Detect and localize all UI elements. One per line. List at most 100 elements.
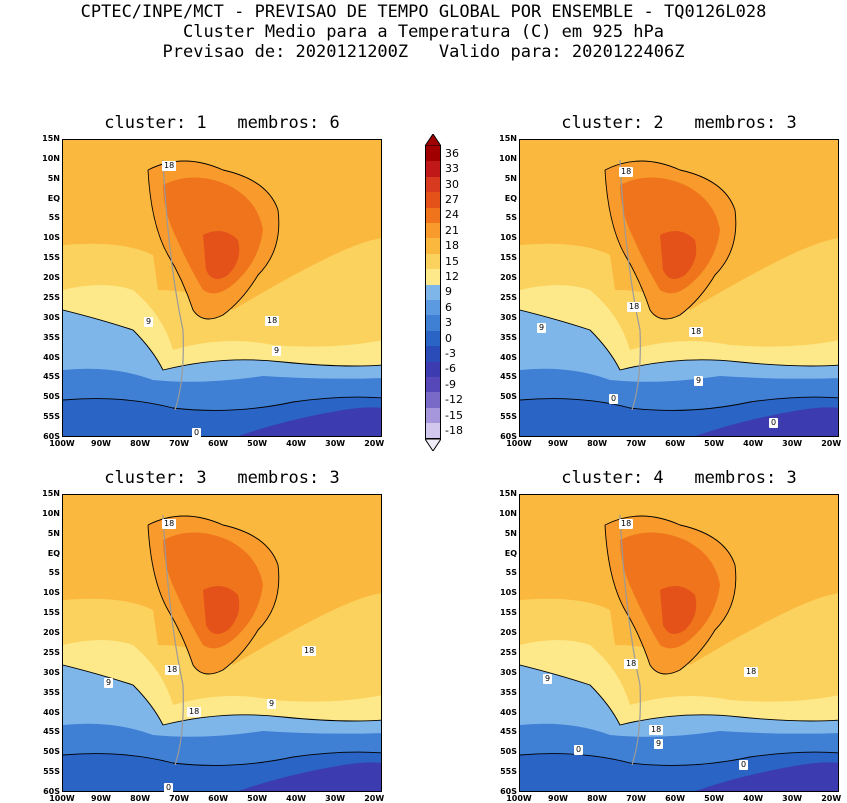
lat-tick-label: 55S — [500, 767, 517, 777]
hot-core-area — [203, 231, 240, 279]
lon-tick-label: 50W — [704, 439, 725, 448]
contour-18 — [147, 515, 280, 675]
lat-tick-label: 15S — [500, 253, 517, 263]
lon-tick-label: 60W — [208, 439, 229, 448]
lat-tick-label: 5S — [48, 568, 60, 578]
panel-title: cluster: 3 membros: 3 — [104, 468, 340, 488]
lon-tick-label: 70W — [169, 794, 190, 803]
legend-level-label: 33 — [445, 162, 459, 176]
coastline — [619, 159, 641, 411]
legend-swatch — [425, 223, 441, 239]
north-band — [520, 495, 838, 540]
legend-level-label: -15 — [445, 408, 463, 422]
panel-title: cluster: 4 membros: 3 — [561, 468, 797, 488]
lon-tick-label: 80W — [130, 794, 151, 803]
lat-tick-label: 10S — [500, 588, 517, 598]
lat-tick-label: 45S — [43, 372, 60, 382]
lat-tick-label: 60S — [500, 432, 517, 441]
lat-tick-label: 10N — [499, 153, 517, 163]
coldest-band — [238, 762, 381, 791]
legend-level-label: 21 — [445, 223, 459, 237]
contour-label: 18 — [302, 646, 317, 656]
lat-tick-label: 60S — [43, 787, 60, 796]
lat-tick-label: 10S — [500, 233, 517, 243]
legend-level-label: 27 — [445, 192, 459, 206]
north-band — [63, 140, 381, 185]
contour-label: 18 — [689, 327, 704, 337]
lat-tick-label: 40S — [500, 707, 517, 717]
lat-tick-label: 20S — [43, 628, 60, 638]
cluster-map — [62, 139, 382, 437]
lon-tick-label: 50W — [247, 439, 268, 448]
contour-label: 18 — [627, 302, 642, 312]
contour-label: 0 — [574, 745, 584, 755]
header-dates: Previsao de: 2020121200Z Valido para: 20… — [162, 42, 685, 62]
lon-tick-label: 20W — [364, 794, 385, 803]
lat-tick-label: EQ — [47, 193, 60, 203]
legend-level-label: 9 — [445, 285, 452, 299]
coldest-band — [695, 762, 838, 791]
lon-tick-label: 100W — [506, 439, 532, 448]
lat-tick-label: 45S — [500, 372, 517, 382]
lon-tick-label: 90W — [548, 794, 568, 803]
contour-label: 18 — [619, 519, 634, 529]
contour-18 — [604, 160, 737, 320]
lon-tick-label: 20W — [821, 794, 842, 803]
cluster-map — [62, 494, 382, 792]
header-title: CPTEC/INPE/MCT - PREVISAO DE TEMPO GLOBA… — [80, 2, 767, 22]
lat-tick-label: 15S — [500, 608, 517, 618]
lat-tick-label: 35S — [43, 687, 60, 697]
lat-tick-label: 10S — [43, 588, 60, 598]
lat-tick-label: 30S — [500, 667, 517, 677]
lon-tick-label: 30W — [782, 439, 803, 448]
lat-tick-label: 20S — [500, 628, 517, 638]
legend-level-label: 15 — [445, 254, 459, 268]
lat-tick-label: 15N — [499, 134, 517, 143]
lat-tick-label: 60S — [500, 787, 517, 796]
lat-tick-label: 5N — [47, 528, 60, 538]
coastline — [619, 514, 641, 766]
contour-label: 9 — [272, 346, 282, 356]
contour-0 — [63, 751, 381, 766]
lat-tick-label: 45S — [43, 727, 60, 737]
contour-label: 18 — [744, 667, 759, 677]
lat-tick-label: 35S — [43, 332, 60, 342]
legend-swatch — [425, 330, 441, 347]
contour-0 — [520, 396, 838, 411]
legend-level-label: 18 — [445, 239, 459, 253]
panel-title: cluster: 1 membros: 6 — [104, 113, 340, 133]
lat-tick-label: 5S — [505, 568, 517, 578]
legend-swatch — [425, 253, 441, 270]
lat-tick-label: 40S — [43, 707, 60, 717]
lat-tick-label: EQ — [504, 548, 517, 558]
lon-tick-label: 40W — [743, 794, 764, 803]
lat-tick-label: 50S — [500, 392, 517, 402]
legend-swatch — [425, 346, 441, 362]
lat-tick-label: 15N — [499, 489, 517, 498]
lon-tick-label: 100W — [506, 794, 532, 803]
legend-level-label: -3 — [445, 346, 456, 360]
legend-swatch — [425, 207, 441, 223]
contour-label: 0 — [164, 783, 174, 793]
lat-tick-label: 15N — [42, 489, 60, 498]
coastline — [162, 159, 184, 411]
contour-label: 18 — [624, 659, 639, 669]
contour-18 — [604, 515, 737, 675]
contour-label: 0 — [739, 760, 749, 770]
contour-label: 18 — [265, 316, 280, 326]
lon-tick-label: 100W — [49, 439, 75, 448]
lat-tick-label: 55S — [500, 412, 517, 422]
contour-label: 9 — [104, 678, 114, 688]
contour-label: 18 — [162, 161, 177, 171]
lon-tick-label: 40W — [286, 794, 307, 803]
lat-tick-label: 50S — [43, 747, 60, 757]
lat-tick-label: 10N — [42, 153, 60, 163]
lat-tick-label: EQ — [47, 548, 60, 558]
legend-swatch — [425, 161, 441, 177]
lon-tick-label: 50W — [247, 794, 268, 803]
contour-0 — [63, 396, 381, 411]
lat-tick-label: 30S — [43, 312, 60, 322]
lat-tick-label: 30S — [500, 312, 517, 322]
north-band — [63, 495, 381, 540]
lat-tick-label: 25S — [500, 647, 517, 657]
